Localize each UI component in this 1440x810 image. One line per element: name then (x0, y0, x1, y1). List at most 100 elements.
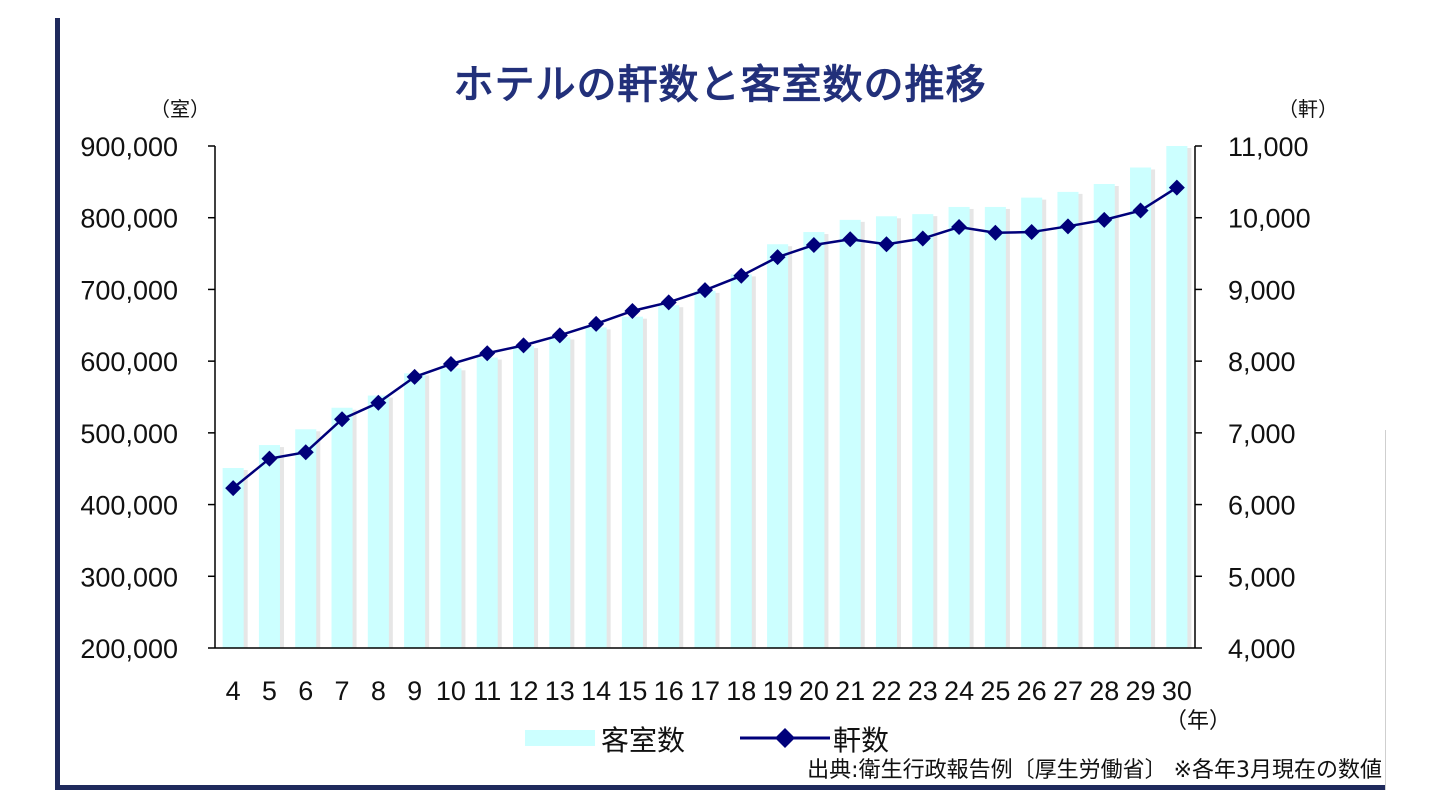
marker-hotels (624, 302, 641, 319)
x-tick-label: 23 (908, 676, 938, 706)
marker-hotels (660, 294, 677, 311)
marker-hotels (914, 230, 931, 247)
left-tick-label: 800,000 (80, 204, 178, 234)
x-axis-unit: （年） (1165, 709, 1232, 734)
bar-rooms (730, 274, 752, 648)
x-tick-label: 9 (407, 676, 422, 706)
right-tick-label: 8,000 (1228, 347, 1296, 377)
bar-rooms (948, 206, 970, 648)
x-tick-label: 30 (1162, 676, 1192, 706)
left-tick-label: 400,000 (80, 491, 178, 521)
right-tick-label: 6,000 (1228, 491, 1296, 521)
bar-rooms (404, 373, 426, 648)
x-tick-label: 27 (1053, 676, 1083, 706)
left-tick-label: 500,000 (80, 419, 178, 449)
right-axis-unit: （軒） (1278, 97, 1338, 121)
marker-hotels (588, 315, 605, 332)
right-tick-label: 5,000 (1228, 562, 1296, 592)
bar-rooms (1057, 191, 1079, 648)
chart-title: ホテルの軒数と客室数の推移 (453, 62, 987, 108)
bar-rooms (331, 407, 353, 648)
x-tick-label: 4 (226, 676, 241, 706)
right-tick-label: 4,000 (1228, 634, 1296, 664)
marker-hotels (697, 282, 713, 299)
x-tick-label: 11 (473, 676, 501, 706)
marker-hotels (987, 224, 1004, 241)
bar-rooms (767, 244, 789, 648)
bar-rooms (839, 219, 861, 648)
x-tick-label: 13 (545, 676, 575, 706)
bar-rooms (875, 216, 898, 648)
marker-hotels (842, 231, 859, 248)
marker-hotels (225, 480, 242, 497)
frame-right-line (1385, 430, 1386, 790)
bar-rooms (1021, 197, 1043, 649)
x-tick-label: 21 (835, 676, 865, 706)
marker-hotels (297, 444, 314, 461)
bar-rooms (803, 232, 825, 649)
marker-hotels (334, 411, 351, 428)
x-tick-label: 17 (690, 676, 720, 706)
x-tick-label: 18 (726, 676, 756, 706)
x-tick-label: 20 (799, 676, 829, 706)
frame-bottom-border (55, 785, 1385, 790)
bar-rooms (367, 395, 389, 648)
marker-hotels (551, 327, 568, 344)
bar-rooms (222, 467, 244, 648)
bar-rooms (476, 357, 498, 648)
x-tick-label: 12 (508, 676, 538, 706)
legend-swatch-rooms (525, 730, 595, 746)
right-tick-label: 11,000 (1228, 132, 1309, 162)
marker-hotels (733, 267, 750, 284)
x-tick-label: 14 (581, 676, 611, 706)
marker-hotels (515, 337, 532, 354)
bar-rooms (1130, 167, 1152, 648)
x-tick-label: 8 (371, 676, 386, 706)
bar-rooms (585, 327, 607, 648)
x-tick-label: 19 (763, 676, 793, 706)
marker-hotels (951, 219, 968, 236)
left-axis-unit: （室） (150, 97, 210, 121)
x-tick-label: 28 (1089, 676, 1119, 706)
marker-hotels (1023, 224, 1040, 241)
marker-hotels (769, 249, 786, 266)
marker-hotels (479, 345, 496, 362)
legend-swatch-hotels (740, 728, 830, 748)
left-tick-label: 200,000 (80, 634, 178, 664)
marker-hotels (1168, 179, 1185, 196)
left-tick-label: 600,000 (80, 347, 178, 377)
legend-label-hotels: 軒数 (833, 724, 890, 757)
x-tick-label: 15 (617, 676, 647, 706)
marker-hotels (370, 394, 387, 411)
x-tick-label: 16 (654, 676, 684, 706)
bar-rooms (258, 445, 280, 648)
left-tick-label: 900,000 (80, 132, 178, 162)
bar-rooms (1166, 146, 1188, 648)
bar-rooms (295, 429, 317, 648)
source-note: 出典:衛生行政報告例〔厚生労働省〕 ※各年3月現在の数値 (807, 758, 1382, 783)
marker-hotels (1096, 211, 1113, 228)
x-tick-label: 25 (980, 676, 1010, 706)
bar-rooms (549, 337, 571, 648)
marker-hotels (261, 450, 278, 467)
marker-hotels (878, 236, 895, 253)
left-tick-label: 300,000 (80, 562, 178, 592)
bar-rooms (621, 316, 643, 648)
right-tick-label: 7,000 (1228, 419, 1296, 449)
bar-rooms (694, 290, 716, 648)
bar-rooms (984, 206, 1006, 648)
bar-rooms (440, 368, 462, 648)
bar-rooms (658, 305, 680, 648)
legend-label-rooms: 客室数 (601, 724, 686, 757)
x-tick-label: 22 (871, 676, 901, 706)
marker-hotels (406, 368, 423, 385)
x-tick-label: 29 (1126, 676, 1156, 706)
marker-hotels (1132, 202, 1149, 219)
x-tick-label: 26 (1017, 676, 1047, 706)
right-tick-label: 9,000 (1228, 275, 1296, 305)
x-tick-label: 7 (335, 676, 350, 706)
bar-rooms (912, 214, 934, 648)
left-tick-label: 700,000 (80, 275, 178, 305)
x-tick-label: 10 (436, 676, 466, 706)
